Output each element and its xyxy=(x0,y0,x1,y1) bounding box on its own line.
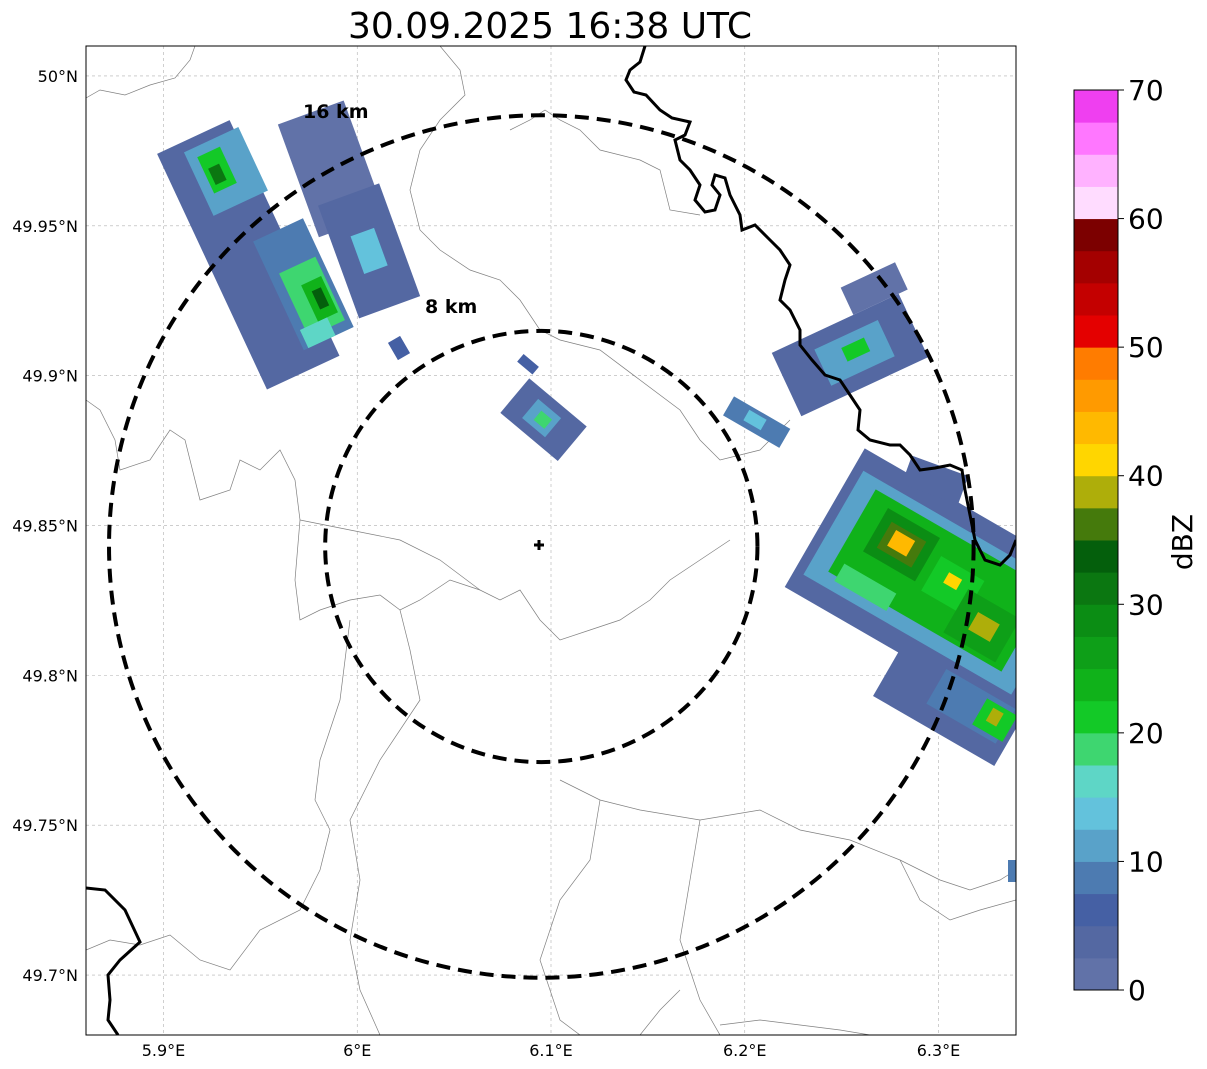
y-tick-label: 49.85°N xyxy=(12,517,78,536)
x-tick-label: 5.9°E xyxy=(142,1041,186,1060)
colorbar-frame xyxy=(1073,89,1119,991)
x-tick-label: 6.3°E xyxy=(917,1041,961,1060)
colorbar-tick-label: 20 xyxy=(1128,717,1164,750)
x-tick-label: 6.1°E xyxy=(529,1041,573,1060)
y-tick-label: 49.95°N xyxy=(12,217,78,236)
colorbar-label: dBZ xyxy=(1166,514,1199,570)
y-tick-label: 49.8°N xyxy=(22,666,78,685)
range-ring xyxy=(107,113,976,980)
colorbar-segment xyxy=(1074,411,1118,445)
colorbar-segment xyxy=(1074,186,1118,220)
y-tick-label: 49.7°N xyxy=(22,966,78,985)
colorbar-segment xyxy=(1074,443,1118,477)
longitude-tick-labels: 5.9°E 6°E 6.1°E 6.2°E 6.3°E xyxy=(142,1041,961,1060)
colorbar-segment xyxy=(1074,925,1118,959)
colorbar-segment xyxy=(1074,636,1118,670)
colorbar-tick-label: 50 xyxy=(1128,331,1164,364)
colorbar-segment xyxy=(1074,765,1118,798)
x-tick-label: 6.2°E xyxy=(723,1041,767,1060)
colorbar-segment xyxy=(1074,732,1118,766)
national-borders xyxy=(86,46,1016,1035)
radar-site-marker xyxy=(534,540,544,550)
colorbar-segment xyxy=(1074,829,1118,862)
colorbar-tick-label: 30 xyxy=(1128,588,1164,621)
y-tick-label: 49.9°N xyxy=(22,367,78,386)
colorbar-segment xyxy=(1074,540,1118,573)
latitude-tick-labels: 50°N 49.95°N 49.9°N 49.85°N 49.8°N 49.75°N 49.… xyxy=(12,67,78,985)
colorbar-segment xyxy=(1074,347,1118,380)
colorbar-segment xyxy=(1074,315,1118,348)
colorbar-segment xyxy=(1074,507,1118,541)
colorbar-tick-label: 40 xyxy=(1128,460,1164,493)
ring-label-16km: 16 km xyxy=(303,101,369,123)
colorbar-segment xyxy=(1074,122,1118,155)
colorbar-segment xyxy=(1074,668,1118,702)
colorbar-segment xyxy=(1074,475,1118,509)
map-frame xyxy=(85,45,1017,1036)
colorbar-segment xyxy=(1074,218,1118,252)
map-area xyxy=(86,46,1016,1035)
y-tick-label: 50°N xyxy=(38,67,78,86)
range-rings xyxy=(107,113,976,980)
map-title: 30.09.2025 16:38 UTC xyxy=(348,6,752,47)
municipal-boundaries xyxy=(86,46,1016,1035)
colorbar-segment xyxy=(1074,250,1118,284)
colorbar-tick-label: 0 xyxy=(1128,974,1146,1007)
colorbar-segment xyxy=(1074,90,1118,123)
colorbar-segment xyxy=(1074,957,1118,991)
y-tick-label: 49.75°N xyxy=(12,816,78,835)
colorbar-segment xyxy=(1074,700,1118,734)
colorbar-segment xyxy=(1074,154,1118,187)
x-tick-label: 6°E xyxy=(343,1041,371,1060)
ring-label-8km: 8 km xyxy=(425,296,477,318)
colorbar-tick-label: 60 xyxy=(1128,203,1164,236)
colorbar-segment xyxy=(1074,797,1118,830)
colorbar-segment xyxy=(1074,282,1118,316)
colorbar-segment xyxy=(1074,893,1118,927)
colorbar-segment xyxy=(1074,379,1118,412)
colorbar-segment xyxy=(1074,861,1118,895)
reflectivity-echoes xyxy=(157,100,1016,882)
range-ring xyxy=(323,328,760,765)
colorbar-segment xyxy=(1074,572,1118,605)
colorbar-tick-label: 10 xyxy=(1128,845,1164,878)
colorbar-segment xyxy=(1074,604,1118,637)
colorbar: 0 10 20 30 40 50 60 70 xyxy=(1073,74,1164,1007)
colorbar-tick-label: 70 xyxy=(1128,74,1164,107)
